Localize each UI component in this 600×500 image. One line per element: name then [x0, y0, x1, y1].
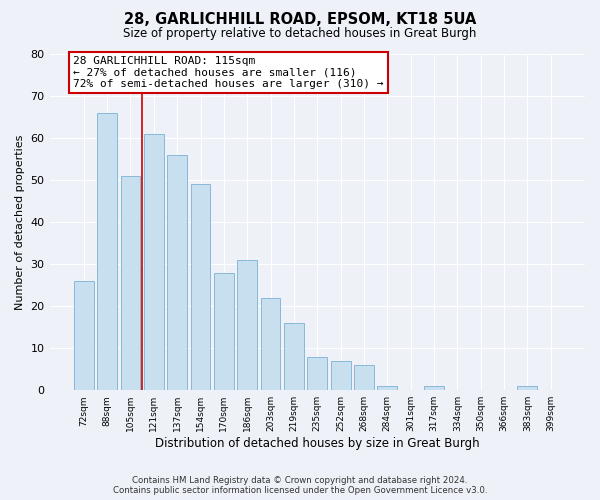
Bar: [260, 298, 280, 390]
Bar: [191, 184, 211, 390]
Bar: [307, 356, 327, 390]
Bar: [97, 113, 117, 390]
Bar: [284, 323, 304, 390]
Bar: [74, 281, 94, 390]
Bar: [354, 365, 374, 390]
Text: 28 GARLICHHILL ROAD: 115sqm
← 27% of detached houses are smaller (116)
72% of se: 28 GARLICHHILL ROAD: 115sqm ← 27% of det…: [73, 56, 384, 90]
Text: Contains HM Land Registry data © Crown copyright and database right 2024.
Contai: Contains HM Land Registry data © Crown c…: [113, 476, 487, 495]
Bar: [377, 386, 397, 390]
Bar: [517, 386, 538, 390]
Y-axis label: Number of detached properties: Number of detached properties: [15, 134, 25, 310]
Bar: [167, 155, 187, 390]
Text: Size of property relative to detached houses in Great Burgh: Size of property relative to detached ho…: [124, 28, 476, 40]
Bar: [121, 176, 140, 390]
Bar: [331, 361, 350, 390]
Bar: [214, 272, 234, 390]
Text: 28, GARLICHHILL ROAD, EPSOM, KT18 5UA: 28, GARLICHHILL ROAD, EPSOM, KT18 5UA: [124, 12, 476, 28]
Bar: [424, 386, 444, 390]
X-axis label: Distribution of detached houses by size in Great Burgh: Distribution of detached houses by size …: [155, 437, 479, 450]
Bar: [144, 134, 164, 390]
Bar: [238, 260, 257, 390]
